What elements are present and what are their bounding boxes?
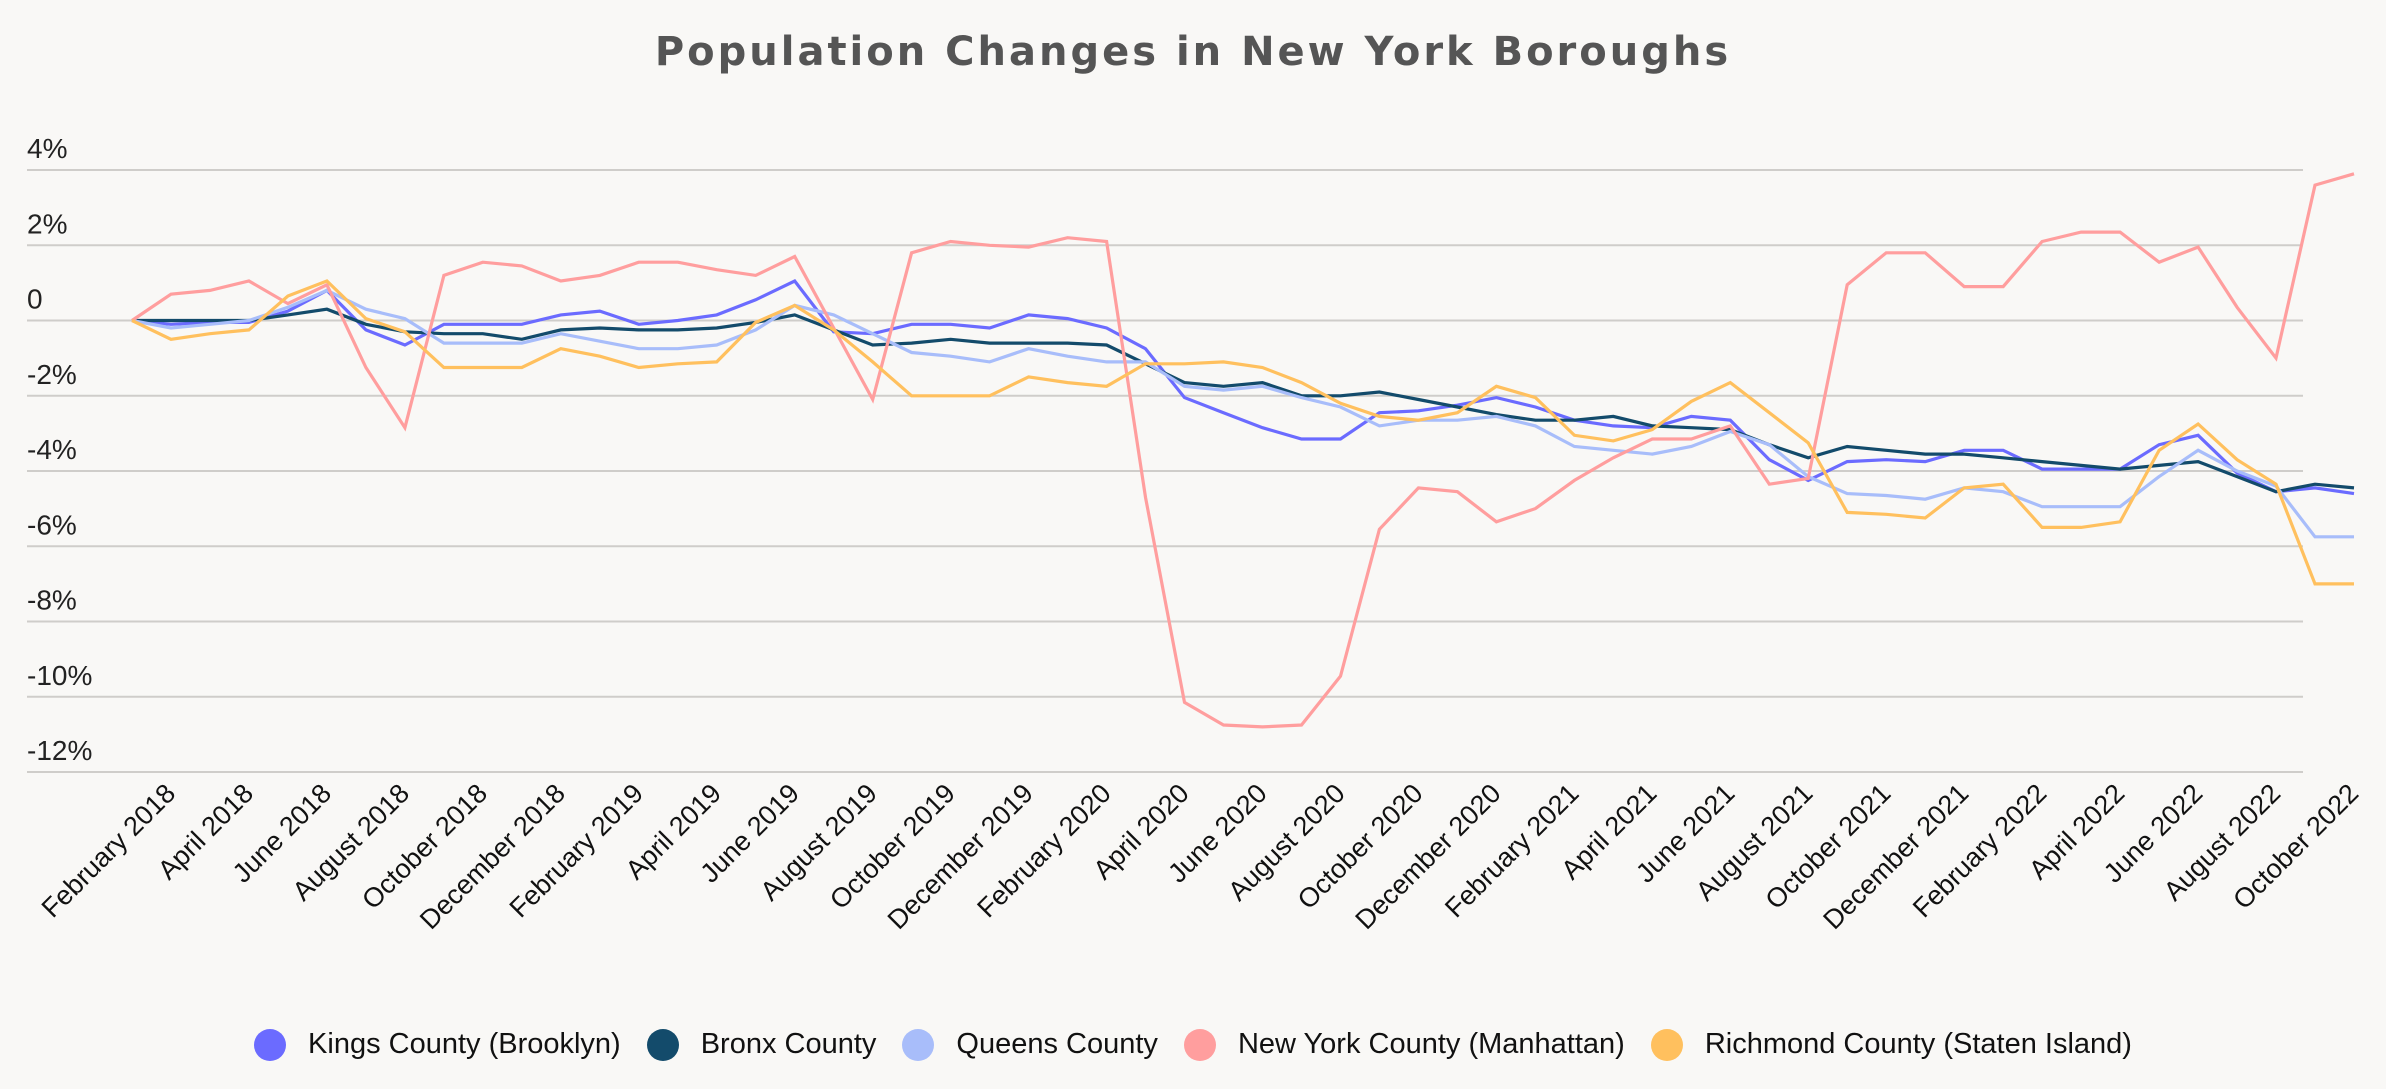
line-chart: Population Changes in New York Boroughs …	[27, 29, 2364, 935]
y-tick-label: 4%	[27, 133, 67, 164]
y-tick-label: 2%	[27, 208, 67, 239]
series-line-4	[131, 172, 2355, 729]
y-tick-label: -4%	[27, 434, 77, 465]
legend-item[interactable]: Richmond County (Staten Island)	[1650, 1028, 2132, 1061]
series-line-3	[131, 288, 2354, 539]
legend: Kings County (Brooklyn) Bronx County Queen…	[0, 1028, 2386, 1061]
legend-item[interactable]: Bronx County	[646, 1028, 877, 1061]
legend-label: Kings County (Brooklyn)	[308, 1028, 621, 1060]
legend-circle-icon	[254, 1028, 287, 1061]
y-tick-label: 0	[27, 284, 43, 315]
x-tick-label: December 2020	[1350, 778, 1507, 935]
y-tick-label: -6%	[27, 509, 77, 540]
gridlines	[27, 169, 2303, 773]
x-tick-label: December 2021	[1817, 778, 1974, 935]
chart-title: Population Changes in New York Boroughs	[655, 29, 1731, 75]
legend-item[interactable]: Queens County	[902, 1028, 1158, 1061]
series-line-5	[131, 279, 2354, 586]
legend-label: Bronx County	[700, 1028, 877, 1060]
y-tick-label: -10%	[27, 660, 92, 691]
legend-circle-icon	[1650, 1028, 1683, 1061]
series-line-1	[131, 278, 2355, 496]
x-tick-label: February 2022	[1907, 778, 2052, 923]
x-tick-label: February 2019	[504, 778, 649, 923]
y-tick-label: -2%	[27, 359, 77, 390]
y-tick-label: -12%	[27, 735, 92, 766]
x-tick-label: February 2021	[1439, 778, 1584, 923]
legend-label: Richmond County (Staten Island)	[1704, 1028, 2132, 1060]
legend-label: Queens County	[956, 1028, 1158, 1060]
legend-circle-icon	[902, 1028, 935, 1061]
legend-item[interactable]: New York County (Manhattan)	[1183, 1028, 1625, 1061]
legend-circle-icon	[1183, 1028, 1216, 1061]
legend-circle-icon	[646, 1028, 679, 1061]
series-line-2	[132, 307, 2355, 494]
x-tick-label: December 2019	[882, 778, 1039, 935]
series-lines	[131, 172, 2355, 729]
y-tick-label: -8%	[27, 585, 77, 616]
x-tick-label: February 2020	[971, 778, 1116, 923]
y-axis-ticks: 4% 2% 0 -2% -4% -6% -8% -10% -12%	[27, 133, 92, 766]
x-tick-label: February 2018	[36, 778, 181, 923]
legend-item[interactable]: Kings County (Brooklyn)	[254, 1028, 621, 1061]
x-tick-label: December 2018	[414, 778, 571, 935]
legend-label: New York County (Manhattan)	[1237, 1028, 1625, 1060]
